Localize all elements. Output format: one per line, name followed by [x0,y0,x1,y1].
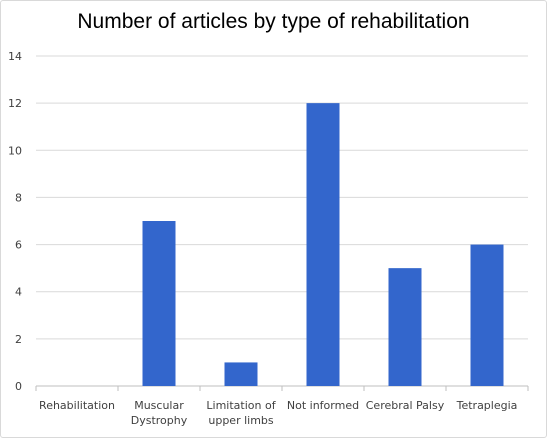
bar [142,221,176,386]
x-tick-label: Muscular [134,399,184,412]
bar [470,244,504,386]
x-tick-label: Not informed [287,399,359,412]
y-tick-label: 2 [15,333,22,346]
y-tick-label: 4 [15,286,22,299]
x-tick-label: Dystrophy [131,414,188,427]
x-tick-label: Tetraplegia [456,399,518,412]
x-tick-label: Cerebral Palsy [366,399,445,412]
x-tick-label: upper limbs [208,414,274,427]
y-tick-label: 14 [8,50,22,63]
y-tick-label: 6 [15,239,22,252]
y-tick-label: 0 [15,380,22,393]
x-tick-label: Limitation of [206,399,276,412]
x-tick-label: Rehabilitation [39,399,115,412]
bar [388,268,422,386]
y-tick-label: 10 [8,144,22,157]
y-tick-label: 8 [15,191,22,204]
y-tick-label: 12 [8,97,22,110]
bar [306,103,340,387]
chart-title: Number of articles by type of rehabilita… [77,10,470,33]
bar [224,362,258,386]
